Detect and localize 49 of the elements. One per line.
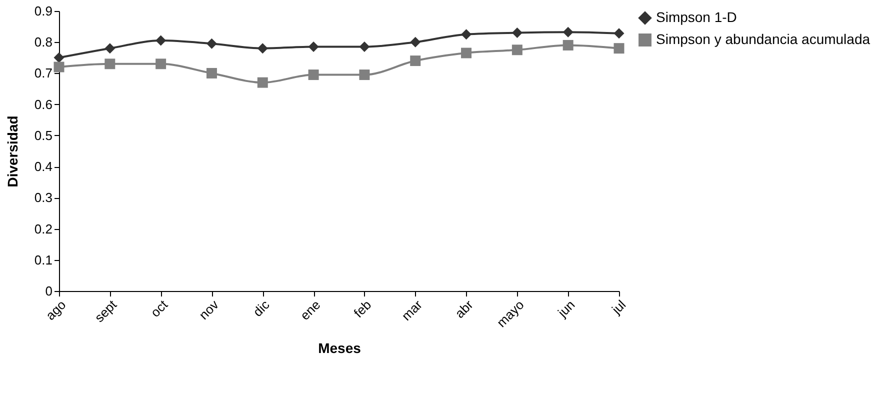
point xyxy=(156,35,166,46)
point xyxy=(410,36,421,48)
point xyxy=(461,48,472,58)
x-tick-label: oct xyxy=(148,296,171,320)
point xyxy=(512,44,522,56)
point xyxy=(54,52,64,63)
y-tick-label: 0.4 xyxy=(34,159,52,174)
y-tick-label: 0.3 xyxy=(34,190,52,206)
y-tick-label: 0.6 xyxy=(34,96,52,112)
x-tick-label: mar xyxy=(398,296,426,324)
y-tick-label: 0.8 xyxy=(34,34,52,50)
point xyxy=(206,68,217,78)
point xyxy=(308,42,319,52)
point xyxy=(359,42,370,52)
x-tick-label: nov xyxy=(196,296,222,323)
point xyxy=(308,70,319,80)
point xyxy=(257,43,268,54)
point xyxy=(54,62,64,72)
x-tick-label: sept xyxy=(92,296,120,326)
y-tick-label: 0.2 xyxy=(34,221,52,236)
point xyxy=(104,58,116,70)
y-tick-label: 0.9 xyxy=(34,4,52,18)
point xyxy=(206,38,217,49)
y-tick-label: 0 xyxy=(45,284,52,298)
point xyxy=(104,43,116,54)
legend-label: Simpson 1-D xyxy=(656,9,737,25)
y-axis-title: Diversidad xyxy=(4,116,20,188)
point xyxy=(562,40,574,50)
x-tick-label: dic xyxy=(250,296,273,320)
x-tick-label: jul xyxy=(608,297,629,318)
point xyxy=(614,28,624,39)
x-tick-label: feb xyxy=(350,297,374,320)
y-tick-label: 0.1 xyxy=(34,252,52,268)
point xyxy=(257,77,268,88)
point xyxy=(461,29,472,40)
x-tick-label: abr xyxy=(452,296,476,321)
point xyxy=(562,26,574,38)
x-tick-label: jun xyxy=(554,297,578,321)
x-tick-label: ago xyxy=(42,297,69,324)
point xyxy=(359,70,370,80)
point xyxy=(512,28,522,38)
y-tick-label: 0.7 xyxy=(34,66,52,81)
point xyxy=(614,43,624,54)
point xyxy=(410,56,421,66)
point xyxy=(156,58,166,70)
y-tick-label: 0.5 xyxy=(34,128,52,143)
x-axis-title: Meses xyxy=(318,340,362,356)
legend-label: Simpson y abundancia acumulada xyxy=(656,31,870,47)
x-tick-label: ene xyxy=(297,297,324,324)
